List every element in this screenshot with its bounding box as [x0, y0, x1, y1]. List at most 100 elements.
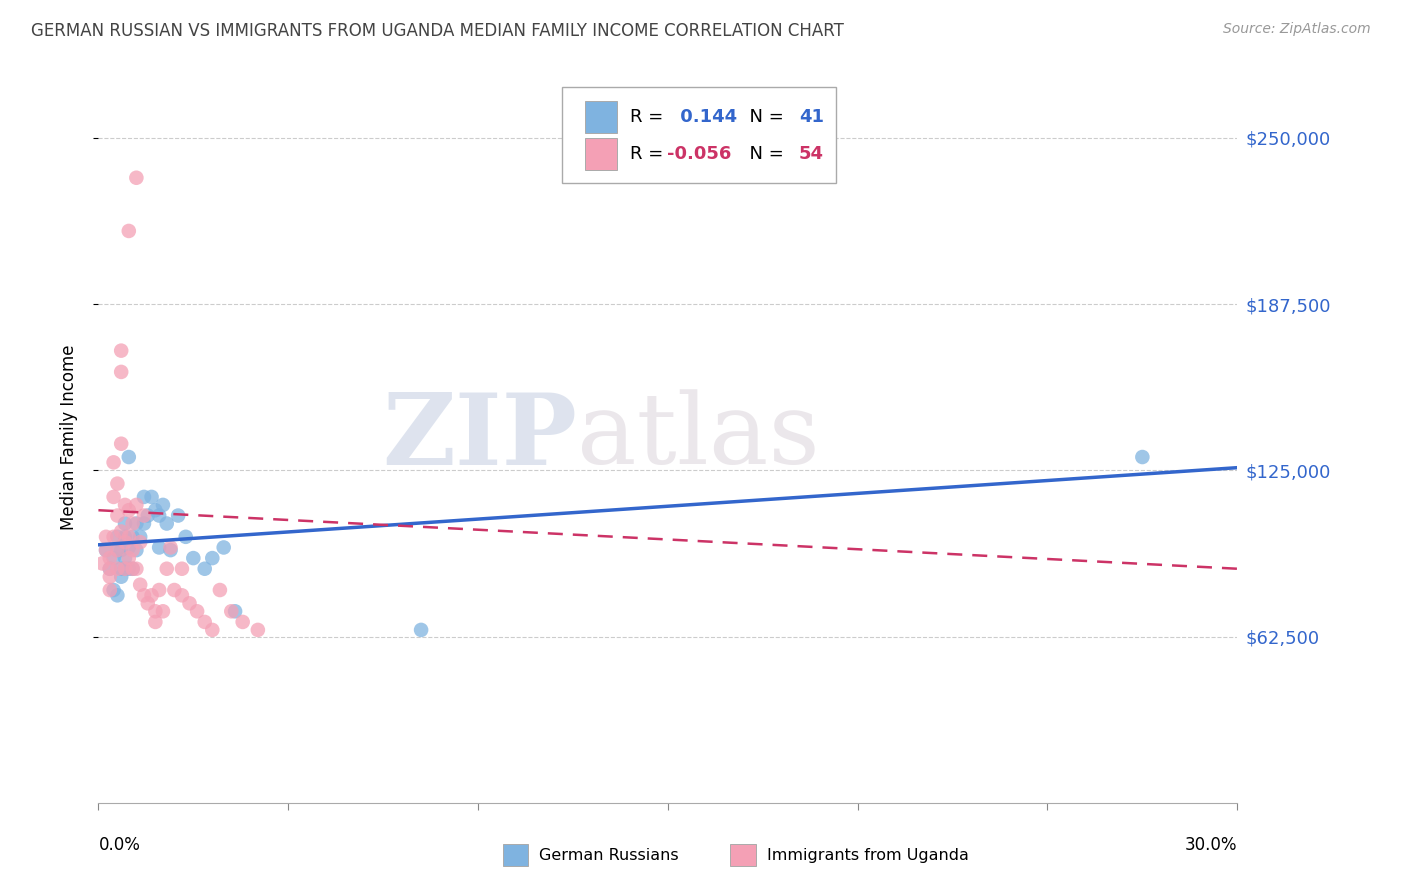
Bar: [585, 101, 617, 133]
Text: 0.0%: 0.0%: [98, 836, 141, 854]
Point: [148, 508, 170, 523]
Point: [118, 541, 141, 555]
Point: [110, 436, 132, 450]
Point: [246, 623, 269, 637]
Point: [141, 490, 163, 504]
Point: [159, 543, 181, 558]
Point: [201, 551, 224, 566]
Point: [183, 551, 205, 566]
Text: ZIP: ZIP: [382, 389, 576, 485]
Point: [129, 530, 152, 544]
Text: 0.144: 0.144: [673, 108, 737, 126]
Point: [91, 557, 114, 571]
Point: [118, 551, 141, 566]
Point: [221, 604, 243, 618]
Text: 54: 54: [799, 145, 824, 163]
Point: [125, 543, 148, 558]
Text: GERMAN RUSSIAN VS IMMIGRANTS FROM UGANDA MEDIAN FAMILY INCOME CORRELATION CHART: GERMAN RUSSIAN VS IMMIGRANTS FROM UGANDA…: [31, 22, 844, 40]
Point: [170, 588, 193, 602]
Text: 30.0%: 30.0%: [1185, 836, 1237, 854]
Point: [94, 543, 117, 558]
Point: [156, 516, 179, 531]
Point: [98, 562, 121, 576]
Point: [179, 596, 201, 610]
Point: [136, 508, 159, 523]
Point: [194, 615, 217, 629]
Point: [110, 365, 132, 379]
Point: [159, 541, 181, 555]
Point: [212, 541, 235, 555]
Point: [170, 562, 193, 576]
Point: [132, 490, 155, 504]
Point: [118, 503, 141, 517]
Point: [121, 562, 143, 576]
Point: [148, 541, 170, 555]
Text: Source: ZipAtlas.com: Source: ZipAtlas.com: [1223, 22, 1371, 37]
Bar: [585, 137, 617, 170]
Text: N =: N =: [738, 145, 790, 163]
Point: [208, 582, 231, 597]
Point: [118, 224, 141, 238]
Point: [114, 551, 136, 566]
Point: [107, 562, 129, 576]
Point: [224, 604, 246, 618]
Point: [411, 623, 433, 637]
Point: [107, 476, 129, 491]
Point: [152, 604, 174, 618]
Point: [118, 530, 141, 544]
Point: [98, 551, 121, 566]
Point: [121, 516, 143, 531]
Text: Immigrants from Uganda: Immigrants from Uganda: [766, 848, 969, 863]
Point: [118, 450, 141, 464]
FancyBboxPatch shape: [562, 87, 837, 183]
Point: [114, 535, 136, 549]
Point: [136, 596, 159, 610]
Point: [145, 604, 167, 618]
Point: [110, 562, 132, 576]
Point: [125, 516, 148, 531]
Point: [129, 577, 152, 591]
Point: [118, 562, 141, 576]
Point: [232, 615, 254, 629]
Point: [186, 604, 208, 618]
Point: [107, 508, 129, 523]
Point: [129, 535, 152, 549]
Point: [98, 582, 121, 597]
Point: [114, 562, 136, 576]
Point: [156, 562, 179, 576]
Point: [110, 343, 132, 358]
Text: R =: R =: [630, 145, 669, 163]
Point: [132, 516, 155, 531]
Point: [132, 508, 155, 523]
Point: [125, 170, 148, 185]
Point: [103, 490, 125, 504]
Point: [114, 516, 136, 531]
Point: [103, 551, 125, 566]
Point: [103, 530, 125, 544]
Point: [132, 588, 155, 602]
Point: [121, 543, 143, 558]
Point: [103, 455, 125, 469]
Point: [107, 543, 129, 558]
Text: -0.056: -0.056: [666, 145, 731, 163]
Point: [174, 530, 197, 544]
Point: [125, 498, 148, 512]
Point: [141, 588, 163, 602]
Point: [110, 524, 132, 539]
Text: atlas: atlas: [576, 389, 820, 485]
Point: [103, 582, 125, 597]
Point: [107, 588, 129, 602]
Point: [194, 562, 217, 576]
Point: [201, 623, 224, 637]
Point: [98, 562, 121, 576]
Point: [107, 543, 129, 558]
Bar: [503, 845, 527, 866]
Point: [114, 498, 136, 512]
Point: [121, 530, 143, 544]
Bar: [731, 845, 755, 866]
Point: [110, 543, 132, 558]
Text: German Russians: German Russians: [538, 848, 679, 863]
Point: [114, 562, 136, 576]
Point: [94, 530, 117, 544]
Point: [148, 582, 170, 597]
